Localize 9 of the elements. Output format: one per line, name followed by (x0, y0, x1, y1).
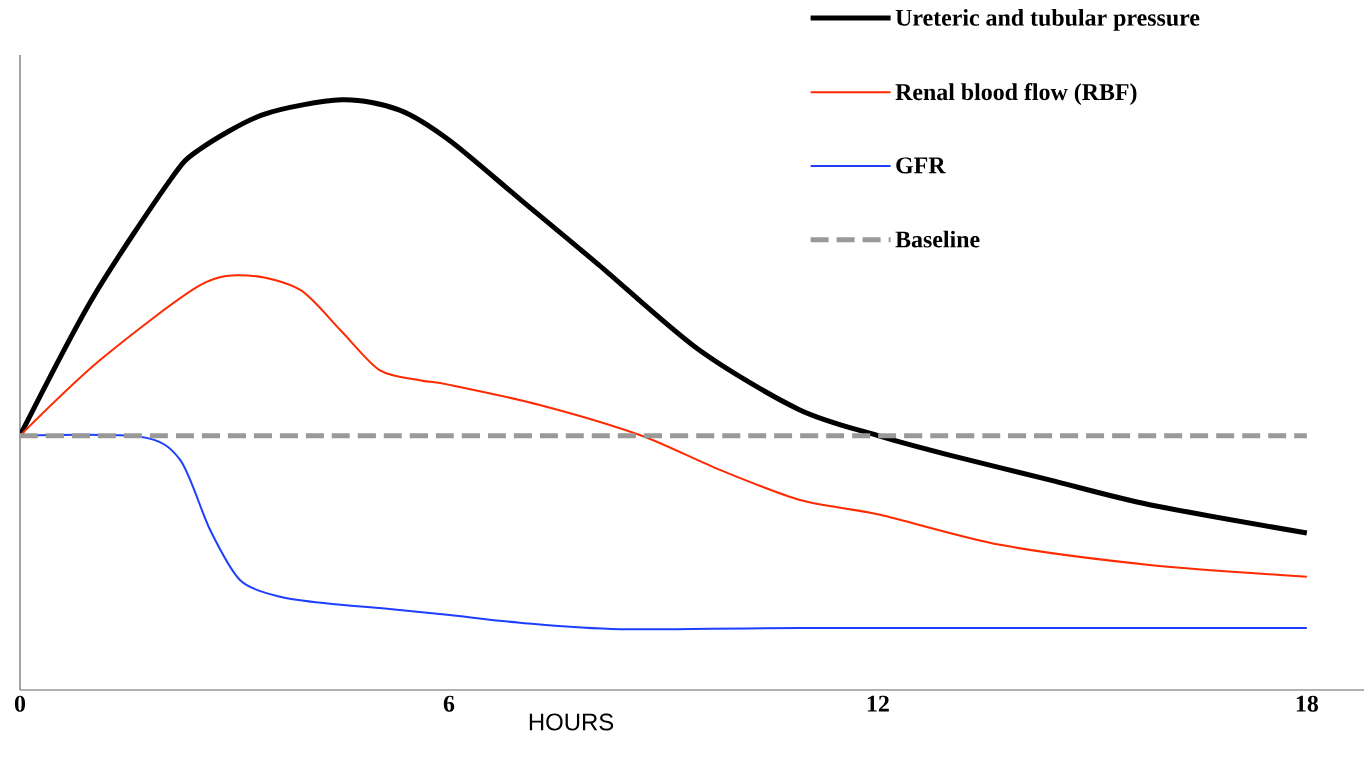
x-tick-label: 0 (14, 695, 26, 712)
x-tick-label: 18 (1296, 695, 1318, 712)
x-tick-label: 6 (443, 695, 455, 712)
legend-label: Baseline (895, 230, 980, 248)
x-tick-label: 12 (867, 695, 889, 712)
x-axis-title: HOURS (529, 713, 614, 731)
legend-label: Renal blood flow (RBF) (895, 83, 1137, 106)
legend-label: Ureteric and tubular pressure (895, 9, 1200, 31)
legend-label: GFR (896, 157, 946, 174)
